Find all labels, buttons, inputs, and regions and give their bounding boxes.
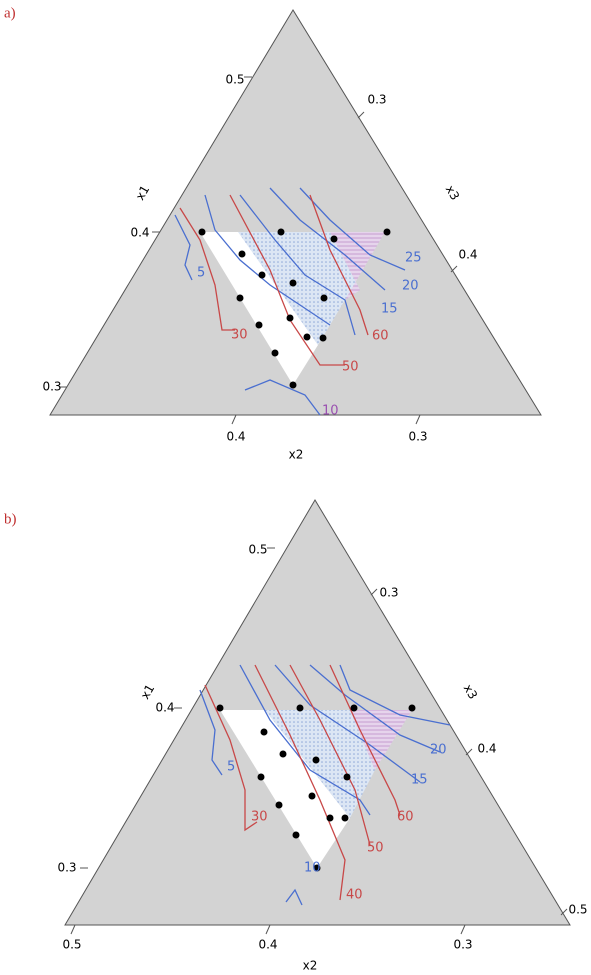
contour-label: 10 <box>322 404 339 419</box>
contour-label: 5 <box>227 760 235 775</box>
axis-label: x3 <box>461 682 480 702</box>
panel-b <box>64 499 571 935</box>
contour-label: 15 <box>381 302 398 317</box>
contour-label: 15 <box>411 773 428 788</box>
x3-tick-label: 0.3 <box>367 93 386 107</box>
axis-label: x1 <box>138 682 157 702</box>
contour-label: 30 <box>251 810 268 825</box>
contour-label: 5 <box>197 266 205 281</box>
red-contours <box>204 664 401 901</box>
white-region <box>200 232 318 385</box>
x3-tick-label: 0.4 <box>477 742 496 756</box>
axis-label: x1 <box>133 183 152 203</box>
panel-label: a) <box>4 5 16 21</box>
contour-label: 10 <box>304 861 321 876</box>
panel-label: b) <box>4 511 17 527</box>
design-points <box>216 704 416 872</box>
contour-label: 40 <box>346 888 363 903</box>
design-points <box>198 228 391 389</box>
axis-label: x2 <box>303 959 318 973</box>
tick-marks <box>70 547 568 935</box>
x3-tick-label: 0.3 <box>379 586 398 600</box>
x2-tick-label: 0.3 <box>453 938 472 952</box>
x1-tick-label: 0.3 <box>42 380 61 394</box>
axis-label: x3 <box>443 183 462 203</box>
contour-label: 60 <box>372 329 389 344</box>
contour-label: 20 <box>402 279 419 294</box>
axis-label: x2 <box>289 448 304 462</box>
blue-region <box>265 710 375 818</box>
x2-tick-label: 0.4 <box>258 938 277 952</box>
contour-label: 50 <box>342 360 359 375</box>
x3-tick-label: 0.4 <box>458 248 477 262</box>
blue-region <box>238 232 360 345</box>
white-region <box>220 710 350 868</box>
panel-a <box>49 9 542 425</box>
contour-label: 25 <box>405 251 422 266</box>
ternary-triangle <box>49 9 542 416</box>
x1-tick-label: 0.4 <box>155 701 174 715</box>
x1-tick-label: 0.4 <box>130 226 149 240</box>
x2-tick-label: 0.3 <box>408 430 427 444</box>
contour-label: 30 <box>231 328 248 343</box>
x1-tick-label: 0.5 <box>248 543 267 557</box>
contour-label: 50 <box>367 841 384 856</box>
contour-label: 20 <box>430 743 447 758</box>
x2-tick-label: 0.4 <box>226 430 245 444</box>
x1-tick-label: 0.3 <box>57 861 76 875</box>
blue-contours <box>199 664 451 906</box>
x2-tick-label: 0.5 <box>62 938 81 952</box>
x1-tick-label: 0.5 <box>225 73 244 87</box>
purple-region <box>350 710 412 770</box>
x3-tick-label: 0.5 <box>568 903 587 917</box>
blue-contours <box>174 187 406 416</box>
tick-marks <box>59 76 458 425</box>
contour-label: 60 <box>397 810 414 825</box>
